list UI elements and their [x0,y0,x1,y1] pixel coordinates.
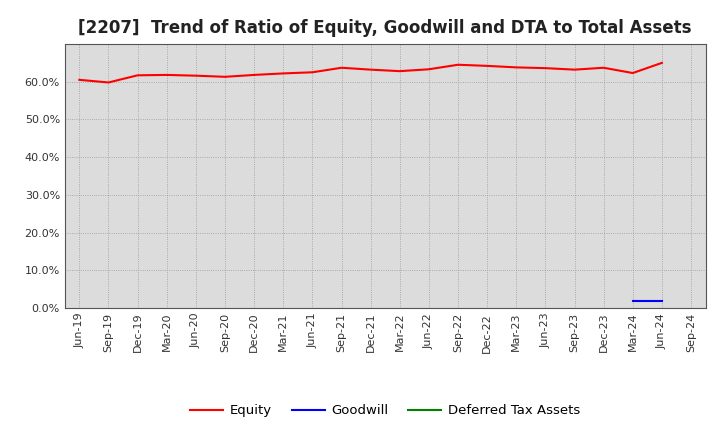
Goodwill [629,299,637,304]
Equity [75,77,84,82]
Equity [483,63,492,69]
Equity [250,72,258,77]
Equity [337,65,346,70]
Equity [133,73,142,78]
Equity [220,74,229,80]
Title: [2207]  Trend of Ratio of Equity, Goodwill and DTA to Total Assets: [2207] Trend of Ratio of Equity, Goodwil… [78,19,692,37]
Equity [425,66,433,72]
Goodwill [657,299,666,304]
Equity [512,65,521,70]
Legend: Equity, Goodwill, Deferred Tax Assets: Equity, Goodwill, Deferred Tax Assets [185,399,585,423]
Equity [629,70,637,76]
Equity [366,67,375,72]
Equity [454,62,462,67]
Equity [395,69,404,74]
Line: Equity: Equity [79,63,662,82]
Equity [570,67,579,72]
Equity [599,65,608,70]
Equity [541,66,550,71]
Equity [279,71,287,76]
Equity [192,73,200,78]
Equity [657,60,666,66]
Equity [104,80,113,85]
Equity [308,70,317,75]
Equity [163,72,171,77]
